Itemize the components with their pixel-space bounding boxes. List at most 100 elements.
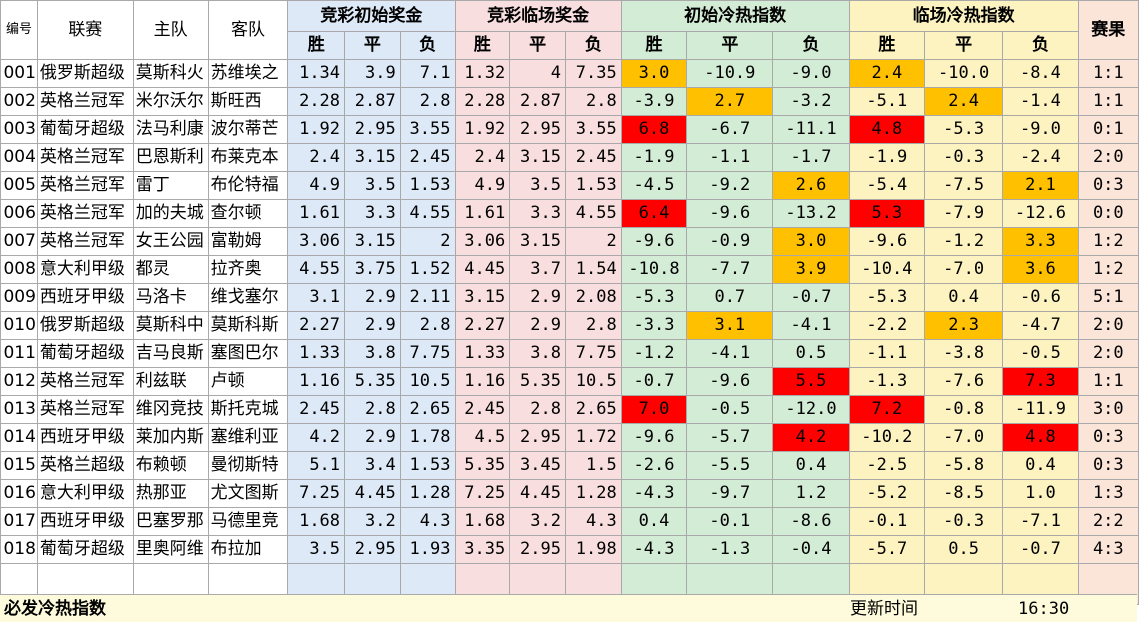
- cell-league: 西班牙甲级: [36, 283, 134, 312]
- cell-if-win: -5.2: [848, 479, 926, 508]
- cell-of-draw: 2.87: [509, 87, 566, 116]
- table-row: 015 英格兰超级 布赖顿 曼彻斯特 5.1 3.4 1.53 5.35 3.45 1.5 -2.6…: [0, 451, 1139, 480]
- cell-result: 2:0: [1077, 311, 1139, 340]
- cell-ii-draw: -4.1: [686, 339, 774, 368]
- cell-ii-lose: 0.5: [772, 339, 850, 368]
- cell-ii-win: 3.0: [620, 59, 688, 88]
- cell-away: 尤文图斯: [207, 479, 289, 508]
- cell-league: 葡萄牙超级: [36, 339, 134, 368]
- cell-oi-win: 4.55: [287, 255, 346, 284]
- cell-oi-win: 2.4: [287, 143, 346, 172]
- cell-of-lose: 2: [564, 227, 622, 256]
- cell-of-draw: 3.45: [509, 451, 566, 480]
- cell-result: 1:1: [1077, 367, 1139, 396]
- cell-of-draw: 3.7: [509, 255, 566, 284]
- cell-of-lose: 1.5: [564, 451, 622, 480]
- cell-oi-win: 3.06: [287, 227, 346, 256]
- cell-oi-win: 1.92: [287, 115, 346, 144]
- cell-oi-lose: 2: [399, 227, 456, 256]
- cell-oi-lose: 1.53: [399, 451, 456, 480]
- cell-home: 莫斯科中: [132, 311, 209, 340]
- cell-ii-win: -2.6: [620, 451, 688, 480]
- cell-home: 里奥阿维: [132, 535, 209, 564]
- table-row: 013 英格兰冠军 维冈竞技 斯托克城 2.45 2.8 2.65 2.45 2.8 2.65 7.…: [0, 395, 1139, 424]
- cell-if-lose: -0.5: [1002, 339, 1079, 368]
- cell-ii-win: -1.9: [620, 143, 688, 172]
- cell-ii-win: -0.7: [620, 367, 688, 396]
- cell-if-draw: 2.3: [923, 311, 1004, 340]
- cell-of-lose: 7.35: [564, 59, 622, 88]
- cell-if-draw: -0.3: [923, 143, 1004, 172]
- cell-home: 都灵: [132, 255, 209, 284]
- cell-away: 布伦特福: [207, 171, 289, 200]
- table-row: 009 西班牙甲级 马洛卡 维戈塞尔 3.1 2.9 2.11 3.15 2.9 2.08 -5.3…: [0, 283, 1139, 312]
- cell-of-lose: 7.75: [564, 339, 622, 368]
- cell-result: 1:2: [1077, 227, 1139, 256]
- cell-ii-win: -3.3: [620, 311, 688, 340]
- cell-oi-lose: 1.93: [399, 535, 456, 564]
- cell-if-lose: -8.4: [1002, 59, 1079, 88]
- cell-league: 西班牙甲级: [36, 507, 134, 536]
- cell-of-draw: 4.45: [509, 479, 566, 508]
- cell-ii-win: -4.3: [620, 479, 688, 508]
- cell-home: 利兹联: [132, 367, 209, 396]
- table-row: 005 英格兰冠军 雷丁 布伦特福 4.9 3.5 1.53 4.9 3.5 1.53 -4.5 -9…: [0, 171, 1139, 200]
- cell-id: 013: [0, 395, 38, 424]
- cell-if-win: -0.1: [848, 507, 926, 536]
- table-row: 017 西班牙甲级 巴塞罗那 马德里竞 1.68 3.2 4.3 1.68 3.2 4.3 0.4-…: [0, 507, 1139, 536]
- cell-away: 曼彻斯特: [207, 451, 289, 480]
- table-row: 003 葡萄牙超级 法马利康 波尔蒂芒 1.92 2.95 3.55 1.92 2.95 3.55…: [0, 115, 1139, 144]
- cell-result: 0:3: [1077, 451, 1139, 480]
- cell-ii-lose: -0.7: [772, 283, 850, 312]
- cell-if-win: 2.4: [848, 59, 926, 88]
- cell-if-lose: 7.3: [1002, 367, 1079, 396]
- cell-of-lose: 4.3: [564, 507, 622, 536]
- cell-result: 1:1: [1077, 87, 1139, 116]
- cell-of-win: 2.28: [454, 87, 511, 116]
- cell-ii-win: 7.0: [620, 395, 688, 424]
- cell-league: 英格兰冠军: [36, 143, 134, 172]
- cell-away: 塞图巴尔: [207, 339, 289, 368]
- cell-league: 俄罗斯超级: [36, 311, 134, 340]
- cell-ii-win: 0.4: [620, 507, 688, 536]
- table-row: 012 英格兰冠军 利兹联 卢顿 1.16 5.35 10.5 1.16 5.35 10.5 -0.…: [0, 367, 1139, 396]
- cell-if-draw: 2.4: [923, 87, 1004, 116]
- cell-ii-lose: 2.6: [772, 171, 850, 200]
- cell-away: 马德里竞: [207, 507, 289, 536]
- cell-oi-win: 2.45: [287, 395, 346, 424]
- cell-if-lose: -9.0: [1002, 115, 1079, 144]
- cell-oi-win: 4.2: [287, 423, 346, 452]
- cell-id: 017: [0, 507, 38, 536]
- cell-oi-lose: 2.8: [399, 311, 456, 340]
- cell-if-win: -5.1: [848, 87, 926, 116]
- cell-if-win: -2.5: [848, 451, 926, 480]
- header-if-draw: 平: [923, 31, 1004, 60]
- cell-if-win: -5.3: [848, 283, 926, 312]
- cell-of-draw: 2.9: [509, 311, 566, 340]
- table-row: 006 英格兰冠军 加的夫城 查尔顿 1.61 3.3 4.55 1.61 3.3 4.55 6.4…: [0, 199, 1139, 228]
- cell-home: 雷丁: [132, 171, 209, 200]
- cell-of-win: 1.32: [454, 59, 511, 88]
- cell-oi-draw: 3.8: [344, 339, 401, 368]
- cell-away: 布莱克本: [207, 143, 289, 172]
- cell-ii-lose: -12.0: [772, 395, 850, 424]
- cell-ii-lose: -9.0: [772, 59, 850, 88]
- cell-if-lose: -1.4: [1002, 87, 1079, 116]
- cell-oi-win: 3.5: [287, 535, 346, 564]
- cell-ii-win: -3.9: [620, 87, 688, 116]
- cell-ii-win: -4.3: [620, 535, 688, 564]
- cell-of-lose: 3.55: [564, 115, 622, 144]
- cell-if-win: -1.3: [848, 367, 926, 396]
- cell-if-lose: 4.8: [1002, 423, 1079, 452]
- cell-of-lose: 4.55: [564, 199, 622, 228]
- cell-if-draw: -0.3: [923, 507, 1004, 536]
- cell-oi-win: 1.68: [287, 507, 346, 536]
- cell-home: 加的夫城: [132, 199, 209, 228]
- cell-ii-lose: 3.9: [772, 255, 850, 284]
- cell-home: 米尔沃尔: [132, 87, 209, 116]
- cell-result: 0:3: [1077, 171, 1139, 200]
- cell-result: 0:0: [1077, 199, 1139, 228]
- table-row: 010 俄罗斯超级 莫斯科中 莫斯科斯 2.27 2.9 2.8 2.27 2.9 2.8 -3.3…: [0, 311, 1139, 340]
- cell-of-win: 1.92: [454, 115, 511, 144]
- cell-ii-draw: 0.7: [686, 283, 774, 312]
